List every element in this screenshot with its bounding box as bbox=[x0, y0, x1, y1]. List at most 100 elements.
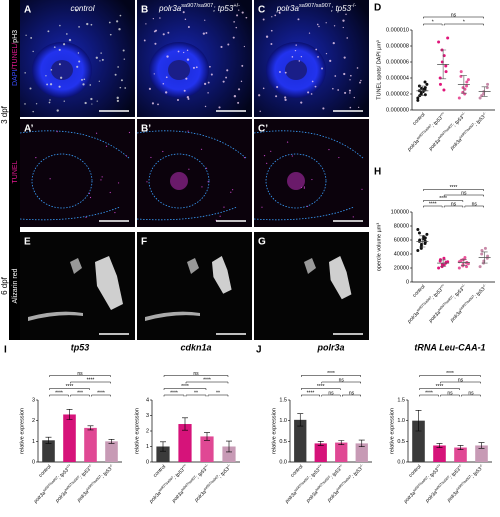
significance-bracket bbox=[49, 375, 111, 377]
micrograph-speck bbox=[207, 81, 210, 84]
micrograph-speck bbox=[338, 156, 340, 159]
label-part: sa907/sa907 bbox=[181, 3, 213, 9]
significance-bracket bbox=[163, 394, 185, 397]
micrograph-speck bbox=[276, 85, 279, 89]
y-tick-label: 0.0 bbox=[397, 459, 405, 465]
micrograph-speck bbox=[166, 55, 169, 58]
label-part: polr3a bbox=[326, 489, 341, 504]
micrograph-speck bbox=[357, 106, 360, 109]
data-point bbox=[438, 258, 442, 262]
label-part: control bbox=[70, 4, 94, 13]
micrograph-speck bbox=[117, 66, 119, 68]
micrograph-speck bbox=[278, 11, 281, 14]
bar bbox=[294, 419, 307, 462]
micrograph-speck bbox=[284, 98, 287, 102]
micrograph-speck bbox=[226, 69, 229, 72]
significance-label: ns bbox=[472, 201, 478, 207]
micrograph-speck bbox=[177, 50, 180, 53]
label-part: -/- bbox=[478, 463, 484, 469]
significance-bracket bbox=[440, 394, 460, 397]
data-point bbox=[486, 254, 490, 258]
label: polr3asa907/sa907; tp53-/- bbox=[445, 463, 487, 505]
micrograph-speck bbox=[62, 43, 66, 46]
micrograph-speck bbox=[59, 24, 61, 27]
label-part: +/- bbox=[233, 3, 240, 9]
data-point bbox=[437, 40, 441, 44]
micrograph-speck bbox=[119, 14, 122, 17]
y-tick-label: 2 bbox=[32, 418, 35, 424]
micrograph-speck bbox=[332, 87, 334, 90]
data-point bbox=[478, 96, 482, 100]
significance-label: **** bbox=[425, 390, 433, 396]
label-part: sa907/sa907 bbox=[434, 475, 451, 492]
bar bbox=[433, 445, 446, 462]
label-part: ; tp53 bbox=[452, 287, 465, 300]
micrograph-speck bbox=[205, 31, 208, 34]
label-part: polr3a bbox=[427, 138, 442, 153]
significance-label: **** bbox=[66, 384, 74, 390]
significance-label: ns bbox=[451, 12, 457, 18]
significance-bracket bbox=[301, 388, 341, 390]
micrograph-speck bbox=[359, 81, 361, 84]
error-bar bbox=[419, 235, 426, 248]
y-tick-label: 1.5 bbox=[279, 397, 287, 403]
panel-letter: B’ bbox=[141, 124, 151, 135]
micrograph-speck bbox=[56, 109, 59, 112]
micrograph-speck bbox=[200, 148, 203, 150]
micrograph-speck bbox=[337, 89, 340, 91]
micrograph-speck bbox=[49, 178, 51, 180]
y-tick-label: 1 bbox=[32, 439, 35, 445]
error-bar bbox=[440, 259, 447, 267]
micrograph-speck bbox=[114, 73, 117, 76]
significance-label: **** bbox=[87, 377, 95, 383]
bone bbox=[70, 258, 82, 274]
label-part: -/- bbox=[351, 3, 356, 9]
micrograph-speck bbox=[184, 18, 187, 21]
bar bbox=[475, 445, 488, 462]
label: control bbox=[408, 464, 423, 479]
panel-letter: A bbox=[24, 5, 31, 16]
bone bbox=[95, 256, 123, 310]
y-tick-label: 0 bbox=[146, 459, 149, 465]
micrograph-speck bbox=[165, 76, 168, 79]
micrograph-speck bbox=[265, 35, 269, 38]
data-point bbox=[425, 82, 429, 86]
data-point bbox=[486, 82, 490, 86]
micrograph-speck bbox=[231, 189, 234, 191]
micrograph-speck bbox=[262, 87, 265, 90]
data-point bbox=[423, 236, 427, 240]
y-axis-label: relative expression bbox=[19, 408, 25, 454]
micrograph-speck bbox=[101, 58, 104, 61]
label-part: sa907/sa907 bbox=[158, 476, 175, 493]
micrograph-speck bbox=[187, 25, 190, 28]
label-part: control bbox=[38, 464, 53, 479]
data-point bbox=[425, 232, 429, 236]
bone bbox=[187, 258, 199, 274]
bar bbox=[42, 440, 55, 462]
micrograph-speck bbox=[218, 106, 221, 109]
error-bar bbox=[87, 425, 94, 431]
bar bbox=[178, 424, 192, 462]
y-tick-label: 3 bbox=[146, 413, 149, 419]
micrograph-speck bbox=[58, 48, 61, 52]
micrograph-speck bbox=[262, 18, 265, 21]
micrograph-speck bbox=[58, 85, 61, 88]
label: control bbox=[412, 284, 427, 299]
micrograph-speck bbox=[238, 9, 240, 11]
micrograph-speck bbox=[76, 65, 79, 68]
label-part: ; tp53 bbox=[195, 467, 208, 480]
micrograph-speck bbox=[349, 79, 351, 81]
error-bar bbox=[160, 441, 166, 452]
y-tick-label: 0.000010 bbox=[386, 27, 409, 33]
bar bbox=[454, 447, 467, 462]
bar bbox=[63, 414, 76, 462]
data-point bbox=[416, 96, 420, 100]
bar bbox=[222, 446, 236, 462]
micrograph-speck bbox=[316, 23, 319, 26]
micrograph-speck bbox=[203, 82, 207, 85]
significance-bracket bbox=[443, 23, 484, 26]
significance-label: **** bbox=[439, 196, 447, 202]
label-part: polr3a bbox=[446, 489, 461, 504]
significance-bracket bbox=[423, 16, 484, 19]
significance-label: ns bbox=[468, 390, 474, 396]
